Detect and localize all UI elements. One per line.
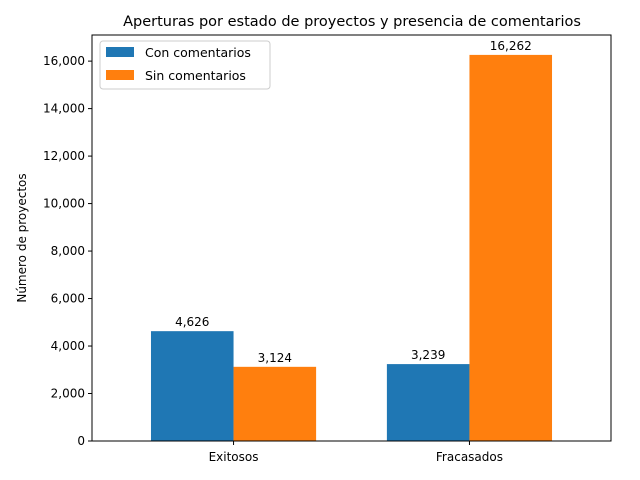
data-labels: 4,626 3,239 3,124 16,262 — [175, 39, 532, 365]
data-label: 4,626 — [175, 315, 209, 329]
y-tick-label: 8,000 — [51, 244, 85, 258]
y-tick-label: 16,000 — [43, 54, 85, 68]
legend-swatch-con-comentarios — [106, 47, 134, 57]
x-axis-ticks: Exitosos Fracasados — [209, 441, 503, 464]
bar-con-comentarios-fracasados — [386, 364, 470, 441]
y-tick-label: 6,000 — [51, 292, 85, 306]
y-tick-label: 10,000 — [43, 197, 85, 211]
data-label: 16,262 — [490, 39, 532, 53]
y-tick-label: 2,000 — [51, 387, 85, 401]
y-axis-label: Número de proyectos — [15, 173, 29, 302]
y-tick-label: 4,000 — [51, 339, 85, 353]
legend: Con comentarios Sin comentarios — [99, 40, 271, 90]
legend-box — [99, 40, 271, 90]
legend-label-con-comentarios: Con comentarios — [145, 45, 251, 60]
x-tick-label: Exitosos — [209, 450, 259, 464]
x-tick-label: Fracasados — [436, 450, 503, 464]
chart-title: Aperturas por estado de proyectos y pres… — [123, 14, 581, 30]
legend-label-sin-comentarios: Sin comentarios — [145, 68, 246, 83]
y-tick-label: 0 — [77, 434, 85, 448]
y-tick-label: 14,000 — [43, 102, 85, 116]
bar-sin-comentarios-fracasados — [469, 54, 553, 442]
plot-frame — [91, 34, 612, 442]
y-axis-ticks: 0 2,000 4,000 6,000 8,000 10,000 12,000 14,000 1… — [43, 54, 92, 448]
bars — [150, 54, 553, 442]
data-label: 3,124 — [258, 351, 292, 365]
data-label: 3,239 — [411, 348, 445, 362]
legend-swatch-sin-comentarios — [106, 70, 134, 80]
y-tick-label: 12,000 — [43, 149, 85, 163]
bar-con-comentarios-exitosos — [150, 331, 234, 441]
bar-sin-comentarios-exitosos — [233, 366, 317, 441]
